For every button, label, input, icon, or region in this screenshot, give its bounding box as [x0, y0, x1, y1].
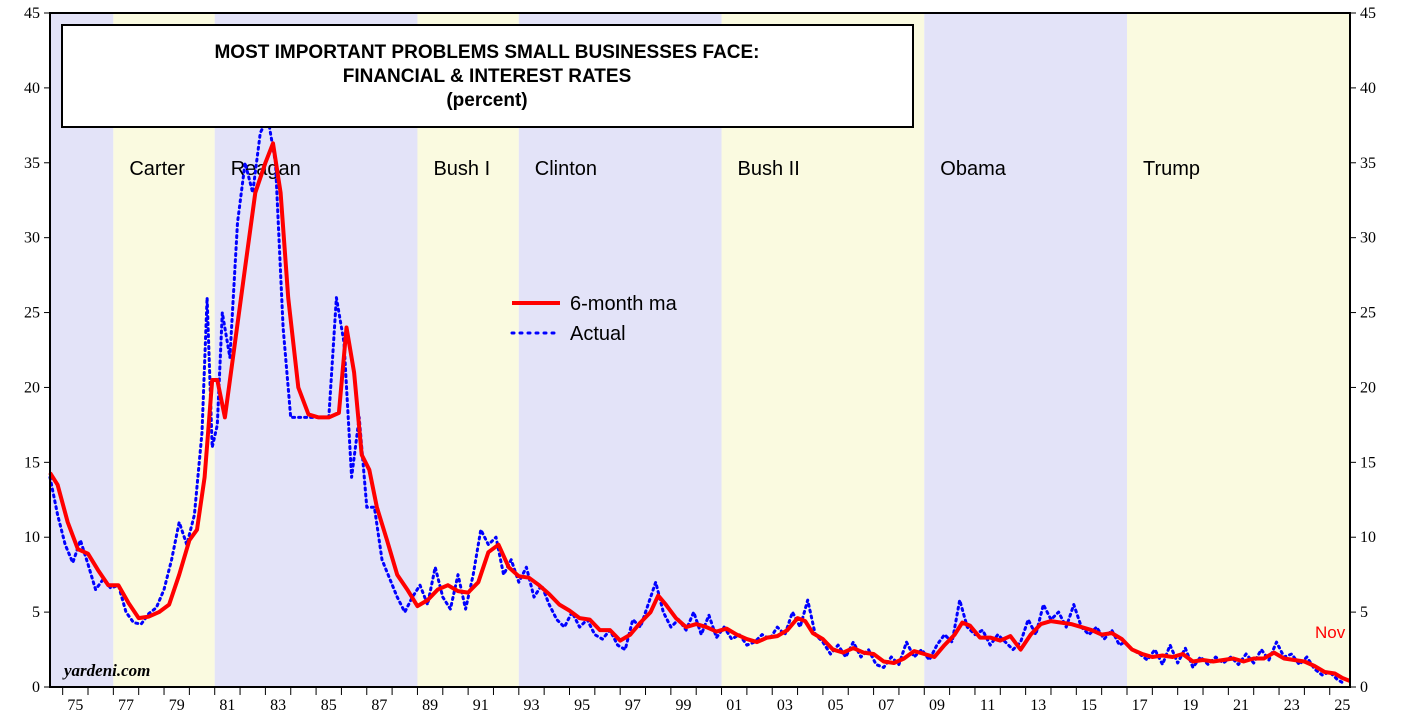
y-tick-label-left: 20: [24, 379, 40, 396]
administration-label: Clinton: [535, 158, 597, 180]
x-axis: 75 77 79 81 83 85 87 89 91 93 95 97 99 01 03 05 07 09 11 13…: [62, 687, 1350, 714]
end-label-nov: Nov: [1315, 623, 1346, 642]
x-tick-label: 85: [321, 697, 337, 714]
x-tick-label: 91: [473, 697, 489, 714]
series-line-ma: [48, 141, 1351, 683]
y-tick-label-right: 10: [1360, 529, 1376, 546]
y-tick-label-right: 25: [1360, 305, 1376, 322]
x-tick-label: 13: [1030, 697, 1046, 714]
x-tick-label: 79: [169, 697, 185, 714]
y-tick-label-right: 35: [1360, 155, 1376, 172]
band-6: [924, 13, 1127, 687]
y-tick-label-right: 40: [1360, 80, 1376, 97]
x-tick-label: 17: [1132, 697, 1148, 714]
y-tick-label-left: 10: [24, 529, 40, 546]
y-tick-label-right: 20: [1360, 379, 1376, 396]
y-tick-label-left: 5: [32, 604, 40, 621]
y-tick-label-right: 5: [1360, 604, 1368, 621]
y-tick-label-left: 0: [32, 679, 40, 696]
x-tick-label: 03: [777, 697, 793, 714]
x-tick-label: 99: [676, 697, 692, 714]
administration-label: Bush II: [738, 158, 800, 180]
y-tick-label-left: 25: [24, 305, 40, 322]
x-tick-label: 19: [1182, 697, 1198, 714]
administration-label: Obama: [940, 158, 1006, 180]
x-tick-label: 25: [1334, 697, 1350, 714]
y-tick-label-left: 15: [24, 454, 40, 471]
title-box: MOST IMPORTANT PROBLEMS SMALL BUSINESSES…: [61, 24, 914, 128]
legend-label-actual: Actual: [570, 323, 626, 345]
y-axis: 0 0 5 5 10 10 15 15 20 20 25 25 30 30 35 35 40 40 45 45: [24, 5, 1376, 696]
title-box-frame: [61, 24, 914, 128]
administration-label: Carter: [129, 158, 185, 180]
x-tick-label: 23: [1284, 697, 1300, 714]
administration-label: Bush I: [433, 158, 490, 180]
band-7: [1126, 13, 1350, 687]
x-tick-label: 07: [878, 697, 894, 714]
x-tick-label: 09: [929, 697, 945, 714]
y-tick-label-left: 30: [24, 230, 40, 247]
x-tick-label: 89: [422, 697, 438, 714]
administration-label: Trump: [1143, 158, 1200, 180]
administration-labels: Carter Reagan Bush I Clinton Bush II Obama Tru…: [129, 158, 1200, 180]
x-tick-label: 75: [67, 697, 83, 714]
series-lines: [48, 116, 1351, 686]
x-tick-label: 01: [726, 697, 742, 714]
watermark: yardeni.com: [62, 661, 150, 680]
x-tick-label: 77: [118, 697, 134, 714]
x-tick-label: 83: [270, 697, 286, 714]
plot-frame: [49, 12, 1351, 688]
y-tick-label-right: 30: [1360, 230, 1376, 247]
y-tick-label-left: 35: [24, 155, 40, 172]
x-tick-label: 05: [828, 697, 844, 714]
x-tick-label: 93: [523, 697, 539, 714]
legend-label-ma: 6-month ma: [570, 293, 678, 315]
x-tick-label: 81: [219, 697, 235, 714]
y-tick-label-right: 15: [1360, 454, 1376, 471]
legend: 6-month ma Actual: [510, 293, 678, 345]
x-tick-label: 95: [574, 697, 590, 714]
x-tick-label: 21: [1233, 697, 1249, 714]
y-tick-label-left: 45: [24, 5, 40, 22]
x-tick-label: 15: [1081, 697, 1097, 714]
y-tick-label-left: 40: [24, 80, 40, 97]
x-tick-label: 87: [371, 697, 387, 714]
x-tick-label: 11: [980, 697, 995, 714]
x-tick-label: 97: [625, 697, 641, 714]
title-line-1: MOST IMPORTANT PROBLEMS SMALL BUSINESSES…: [214, 42, 759, 63]
title-line-2: FINANCIAL & INTEREST RATES: [343, 66, 632, 87]
y-tick-label-right: 45: [1360, 5, 1376, 22]
title-line-3: (percent): [446, 90, 527, 111]
y-tick-label-right: 0: [1360, 679, 1368, 696]
